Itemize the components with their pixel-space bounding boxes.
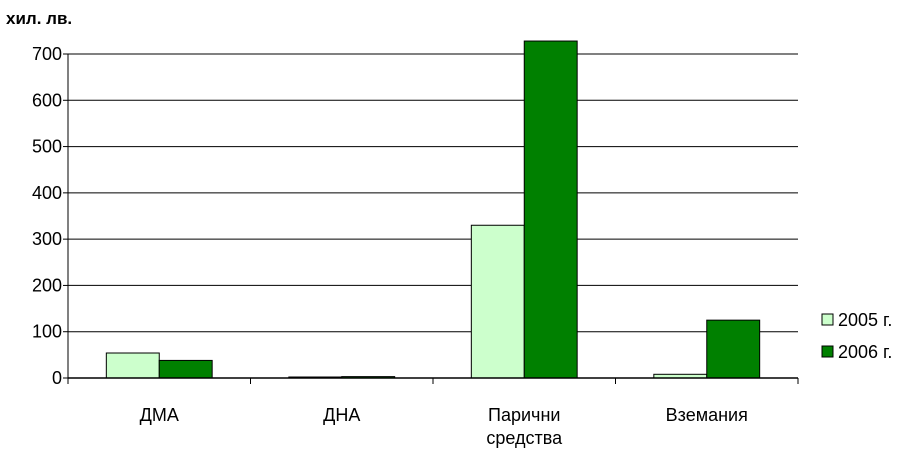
category-label-line: средства [486, 428, 563, 448]
category-label: ДНА [323, 405, 360, 425]
legend-label: 2005 г. [838, 310, 892, 330]
gridlines [68, 53, 798, 333]
y-tick-label: 600 [32, 90, 62, 110]
y-tick-label: 500 [32, 137, 62, 157]
y-tick-label: 400 [32, 183, 62, 203]
category-label-line: ДМА [140, 405, 179, 425]
y-tick-label: 100 [32, 322, 62, 342]
bar-2005-0 [105, 352, 160, 379]
y-tick-label: 200 [32, 275, 62, 295]
y-axis-unit-label: хил. лв. [6, 9, 72, 28]
y-tick-label: 300 [32, 229, 62, 249]
y-tick-label: 700 [32, 44, 62, 64]
axes [63, 53, 799, 384]
category-label-line: Парични [488, 405, 560, 425]
legend: 2005 г. 2006 г. [821, 310, 892, 362]
category-labels: ДМА ДНА Парични средства Вземания [140, 405, 748, 448]
category-label: Вземания [666, 405, 748, 425]
category-label-line: ДНА [323, 405, 360, 425]
y-tick-label: 0 [52, 368, 62, 388]
bar-2005-2 [470, 224, 525, 379]
bar-2006-0 [158, 359, 213, 379]
bar-2006-2 [523, 40, 578, 379]
y-tick-labels: 0 100 200 300 400 500 600 700 [32, 44, 62, 388]
category-label-line: Вземания [666, 405, 748, 425]
bar-2006-3 [706, 319, 761, 379]
bars [105, 40, 761, 379]
legend-swatch [821, 313, 834, 326]
legend-swatch [821, 345, 834, 358]
legend-label: 2006 г. [838, 342, 892, 362]
category-label: Парични средства [486, 405, 563, 448]
category-label: ДМА [140, 405, 179, 425]
